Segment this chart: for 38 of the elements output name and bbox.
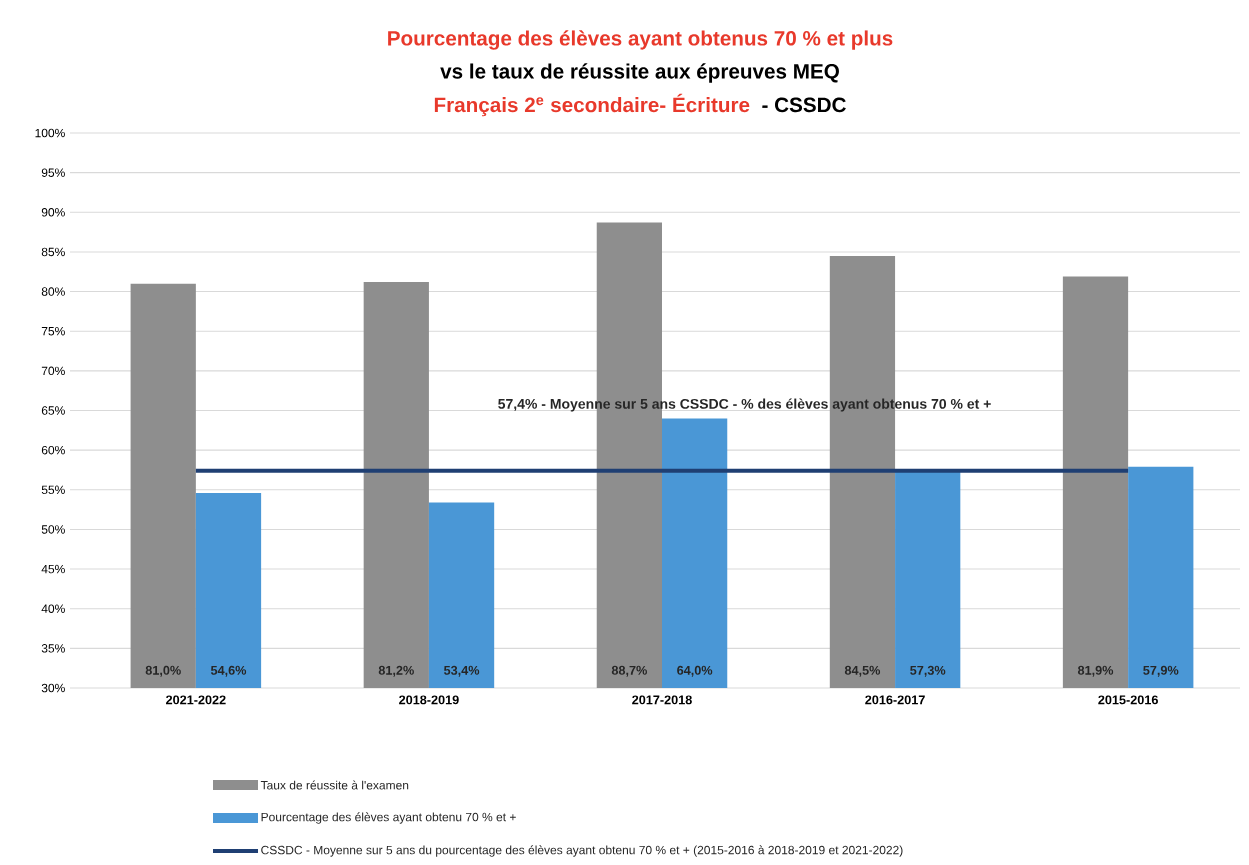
annotation: 57,4% - Moyenne sur 5 ans CSSDC - % des élèves ayant obtenus 70 % et + <box>498 398 991 412</box>
data-label: 84,5% <box>844 665 881 677</box>
data-label: 81,2% <box>378 665 414 677</box>
data-label: 64,0% <box>677 665 713 677</box>
y-tick-label: 50% <box>41 525 65 534</box>
y-tick-label: 80% <box>41 287 65 296</box>
y-tick-label: 100% <box>35 128 65 138</box>
y-tick-label: 70% <box>41 366 65 376</box>
y-tick-label: 35% <box>41 644 65 653</box>
data-label: 53,4% <box>444 665 480 677</box>
text: Français 2$^{e}$ secondaire- Écriture <box>434 93 750 117</box>
y-tick-label: 55% <box>41 485 65 495</box>
y-tick-label: 60% <box>41 445 65 455</box>
chart-subtitle: vs le taux de réussite aux épreuves MEQ <box>440 63 839 83</box>
x-tick-label: 2016-2017 <box>865 695 925 705</box>
data-label: 81,0% <box>145 665 181 677</box>
y-tick-label: 95% <box>41 168 65 177</box>
y-tick-label: 40% <box>41 604 65 613</box>
legend-label: Pourcentage des élèves ayant obtenu 70 % et + <box>261 812 516 824</box>
x-tick-label: 2017-2018 <box>632 695 692 705</box>
y-tick-label: 65% <box>41 406 65 415</box>
text: - CSSDC <box>762 97 846 113</box>
x-tick-label: 2021-2022 <box>166 695 226 705</box>
y-tick-label: 75% <box>41 327 65 336</box>
legend-label: Taux de réussite à l'examen <box>260 780 409 790</box>
data-label: 57,9% <box>1143 665 1179 677</box>
legend-label: CSSDC - Moyenne sur 5 ans du pourcentage des élèves ayant obtenu 70 % et + (2015-2016 à 2018-2019 et 2021-2022) <box>261 845 903 857</box>
data-label: 54,6% <box>210 665 247 677</box>
data-label: 81,9% <box>1077 665 1114 677</box>
chart-title: Pourcentage des élèves ayant obtenus 70 % et plus <box>388 30 893 50</box>
x-tick-label: 2015-2016 <box>1098 695 1158 705</box>
y-tick-label: 90% <box>41 208 65 217</box>
y-tick-label: 30% <box>41 683 65 693</box>
data-label: 88,7% <box>611 665 647 677</box>
x-tick-label: 2018-2019 <box>399 695 459 705</box>
y-tick-label: 85% <box>41 247 65 257</box>
y-tick-label: 45% <box>41 564 65 574</box>
data-label: 57,3% <box>910 665 946 677</box>
